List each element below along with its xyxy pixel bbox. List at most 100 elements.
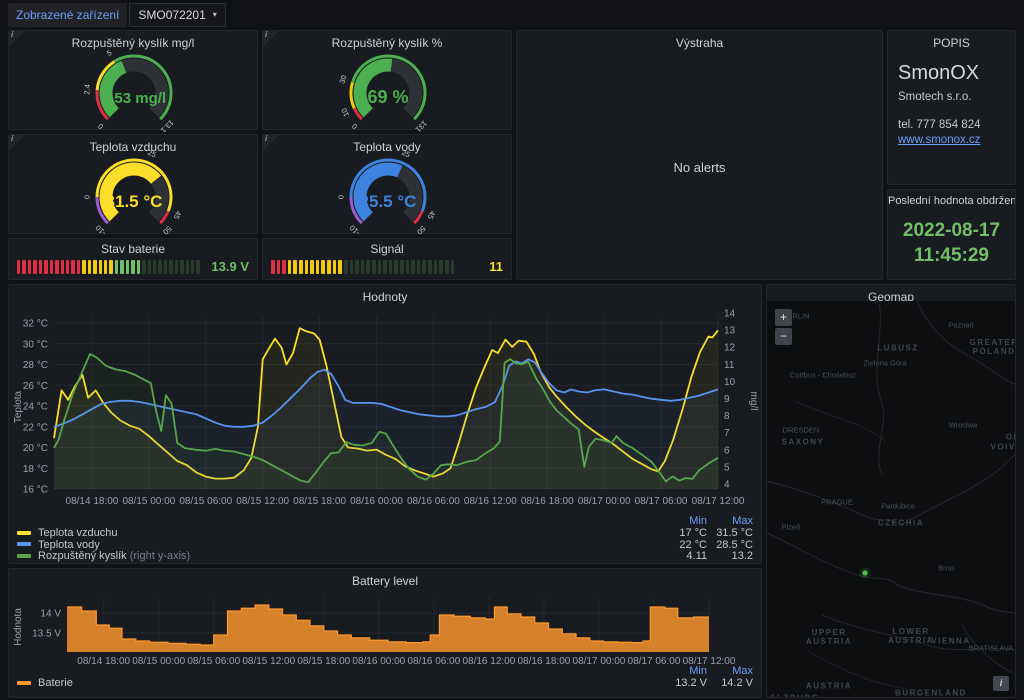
bar-gauge-cell bbox=[22, 259, 26, 274]
bar-gauge-cell bbox=[439, 259, 443, 274]
map-zoom-in-button[interactable]: + bbox=[775, 309, 792, 326]
panel-title: Rozpuštěný kyslík mg/l bbox=[71, 36, 195, 50]
bar-gauge-cell bbox=[433, 259, 438, 274]
panel-popis: POPIS SmonOX Smotech s.r.o. tel. 777 854… bbox=[887, 30, 1016, 185]
series-color-chip bbox=[17, 680, 31, 685]
panel-title: Hodnoty bbox=[362, 290, 408, 304]
bar-gauge-cell bbox=[147, 259, 151, 274]
svg-text:31.5 °C: 31.5 °C bbox=[106, 192, 163, 211]
svg-text:08/16 12:00: 08/16 12:00 bbox=[462, 656, 515, 667]
legend-item[interactable]: Baterie 13.2 V 14.2 V bbox=[17, 677, 753, 689]
svg-text:08/15 18:00: 08/15 18:00 bbox=[297, 656, 350, 667]
series-color-chip bbox=[17, 530, 31, 535]
map-borders bbox=[767, 301, 1015, 690]
bar-gauge-cell bbox=[422, 259, 427, 274]
bar-gauge-cell bbox=[366, 259, 370, 274]
signal-bar-gauge: 11 bbox=[271, 259, 503, 274]
svg-text:08/14 18:00: 08/14 18:00 bbox=[77, 656, 130, 667]
svg-text:08/17 06:00: 08/17 06:00 bbox=[635, 496, 688, 507]
bar-gauge-cell bbox=[71, 259, 75, 274]
series-name: Rozpuštěný kyslík (right y-axis) bbox=[38, 550, 191, 563]
svg-text:4: 4 bbox=[724, 480, 730, 491]
series-max: 13.2 bbox=[731, 550, 753, 563]
bar-gauge-cell bbox=[355, 259, 359, 274]
bar-gauge-cell bbox=[383, 259, 387, 274]
panel-title: Signál bbox=[370, 242, 404, 256]
bar-gauge-cell bbox=[87, 259, 92, 274]
no-alerts-message: No alerts bbox=[673, 159, 726, 175]
svg-text:22 °C: 22 °C bbox=[23, 422, 48, 433]
svg-text:08/15 18:00: 08/15 18:00 bbox=[293, 496, 346, 507]
panel-title: Výstraha bbox=[675, 36, 724, 50]
geomap-canvas[interactable]: BERLIN Poznań LUBUSZ GREATER POLAND Zielona … bbox=[767, 301, 1015, 697]
panel-info-icon[interactable]: i bbox=[263, 30, 279, 47]
svg-text:11: 11 bbox=[724, 360, 735, 371]
legend-item[interactable]: Teplota vzduchu 17 °C 31.5 °C bbox=[17, 527, 753, 539]
svg-text:28 °C: 28 °C bbox=[23, 360, 48, 371]
bar-gauge-cell bbox=[416, 259, 421, 274]
bar-gauge-cell bbox=[310, 259, 314, 274]
device-dropdown-value: SMO072201 bbox=[138, 8, 206, 22]
map-zoom-out-button[interactable]: − bbox=[775, 328, 792, 345]
svg-text:08/15 06:00: 08/15 06:00 bbox=[179, 496, 232, 507]
battery-area-chart[interactable]: 14 V 13.5 V 08/14 18:00 08/15 00:00 08/15 06… bbox=[9, 569, 761, 667]
panel-signal: Signál 11 bbox=[262, 238, 512, 280]
series-min: 22 °C bbox=[679, 538, 707, 551]
bar-gauge-cells bbox=[17, 259, 200, 274]
svg-text:25: 25 bbox=[146, 148, 157, 160]
signal-bar-value: 11 bbox=[489, 259, 503, 274]
panel-info-icon[interactable]: i bbox=[9, 134, 25, 151]
panel-info-icon[interactable]: i bbox=[9, 30, 25, 47]
bar-gauge-cell bbox=[282, 259, 286, 274]
company-brand: SmonOX bbox=[898, 62, 980, 84]
svg-text:08/17 00:00: 08/17 00:00 bbox=[578, 496, 631, 507]
bar-gauge-cell bbox=[98, 259, 102, 274]
svg-text:26 °C: 26 °C bbox=[23, 381, 48, 392]
bar-gauge-cell bbox=[114, 259, 119, 274]
battery-bar-value: 13.9 V bbox=[211, 259, 249, 274]
svg-text:08/15 00:00: 08/15 00:00 bbox=[132, 656, 185, 667]
bar-gauge-cell bbox=[315, 259, 320, 274]
bar-gauge-cell bbox=[169, 259, 173, 274]
device-location-marker[interactable] bbox=[862, 570, 868, 576]
panel-title: Teplota vody bbox=[353, 140, 421, 154]
svg-text:20 °C: 20 °C bbox=[23, 443, 48, 454]
bar-gauge-cell bbox=[104, 259, 108, 274]
svg-text:Teplota: Teplota bbox=[13, 390, 24, 423]
bar-gauge-cell bbox=[38, 259, 43, 274]
svg-text:0: 0 bbox=[83, 195, 92, 199]
bar-gauge-cell bbox=[174, 259, 179, 274]
legend-item[interactable]: Teplota vody 22 °C 28.5 °C bbox=[17, 539, 753, 551]
svg-text:14: 14 bbox=[724, 309, 736, 320]
legend-header: Min Max bbox=[689, 514, 753, 527]
svg-text:08/16 06:00: 08/16 06:00 bbox=[407, 656, 460, 667]
panel-title: Poslední hodnota obdržena bbox=[888, 195, 1015, 207]
bar-gauge-cell bbox=[304, 259, 309, 274]
svg-text:-10: -10 bbox=[348, 223, 362, 237]
bar-gauge-cell bbox=[158, 259, 162, 274]
svg-text:08/15 12:00: 08/15 12:00 bbox=[242, 656, 295, 667]
svg-text:32 °C: 32 °C bbox=[23, 319, 48, 330]
oxygen-pct-gauge: 0 10 30 131 69 % bbox=[263, 47, 511, 134]
bar-gauge-cell bbox=[287, 259, 292, 274]
panel-air-temp: i Teplota vzduchu -10 0 25 45 50 31.5 °C bbox=[8, 134, 258, 237]
legend-item[interactable]: Rozpuštěný kyslík (right y-axis) 4.11 13.2 bbox=[17, 550, 753, 562]
device-dropdown[interactable]: SMO072201 ▾ bbox=[129, 3, 226, 27]
bar-gauge-cell bbox=[191, 259, 195, 274]
bar-gauge-cells bbox=[271, 259, 455, 274]
svg-text:13.1: 13.1 bbox=[159, 118, 176, 135]
company-website-link[interactable]: www.smonox.cz bbox=[898, 134, 981, 146]
svg-text:08/16 18:00: 08/16 18:00 bbox=[518, 656, 571, 667]
svg-text:08/15 12:00: 08/15 12:00 bbox=[236, 496, 289, 507]
svg-text:13.5 V: 13.5 V bbox=[32, 629, 61, 640]
bar-gauge-cell bbox=[163, 259, 168, 274]
map-attribution-icon[interactable]: i bbox=[993, 676, 1009, 691]
bar-gauge-cell bbox=[65, 259, 70, 274]
bar-gauge-cell bbox=[196, 259, 200, 274]
svg-text:08/17 06:00: 08/17 06:00 bbox=[628, 656, 681, 667]
panel-info-icon[interactable]: i bbox=[263, 134, 279, 151]
hodnoty-line-chart[interactable]: 32 °C 30 °C 28 °C 26 °C 24 °C 22 °C 20 °C 18 °C… bbox=[9, 285, 761, 515]
svg-text:45: 45 bbox=[172, 209, 184, 220]
svg-text:08/14 18:00: 08/14 18:00 bbox=[66, 496, 119, 507]
bar-gauge-cell bbox=[33, 259, 37, 274]
